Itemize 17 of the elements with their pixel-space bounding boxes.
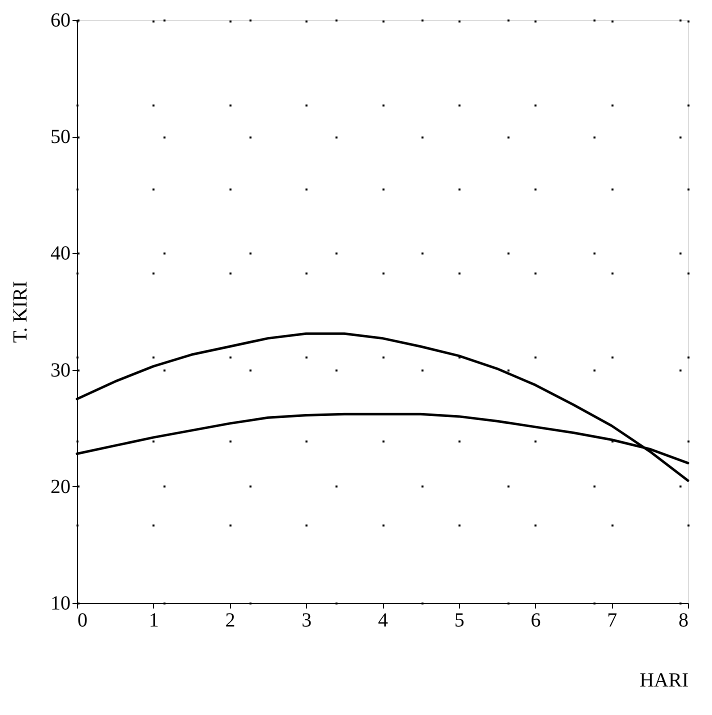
x-tick-label: 3 <box>302 610 312 632</box>
y-tick-label: 50 <box>50 126 70 148</box>
x-tick-label: 1 <box>148 610 159 632</box>
y-tick-label: 30 <box>50 359 70 382</box>
x-tick-label: 6 <box>530 610 541 632</box>
y-tick-label: 20 <box>50 476 70 498</box>
y-tick-label: 10 <box>50 592 70 614</box>
x-tick-label: 2 <box>225 610 236 632</box>
x-tick-label: 0 <box>78 610 88 632</box>
x-tick-label: 4 <box>378 610 388 632</box>
x-tick-label: 7 <box>607 610 618 632</box>
x-axis-title: HARI <box>640 670 688 692</box>
x-tick-label: 8 <box>678 610 688 632</box>
x-tick-label: 5 <box>454 610 464 632</box>
y-tick-label: 40 <box>50 242 70 265</box>
y-tick-label: 60 <box>50 10 70 32</box>
y-axis-title: T. KIRI <box>10 281 32 343</box>
